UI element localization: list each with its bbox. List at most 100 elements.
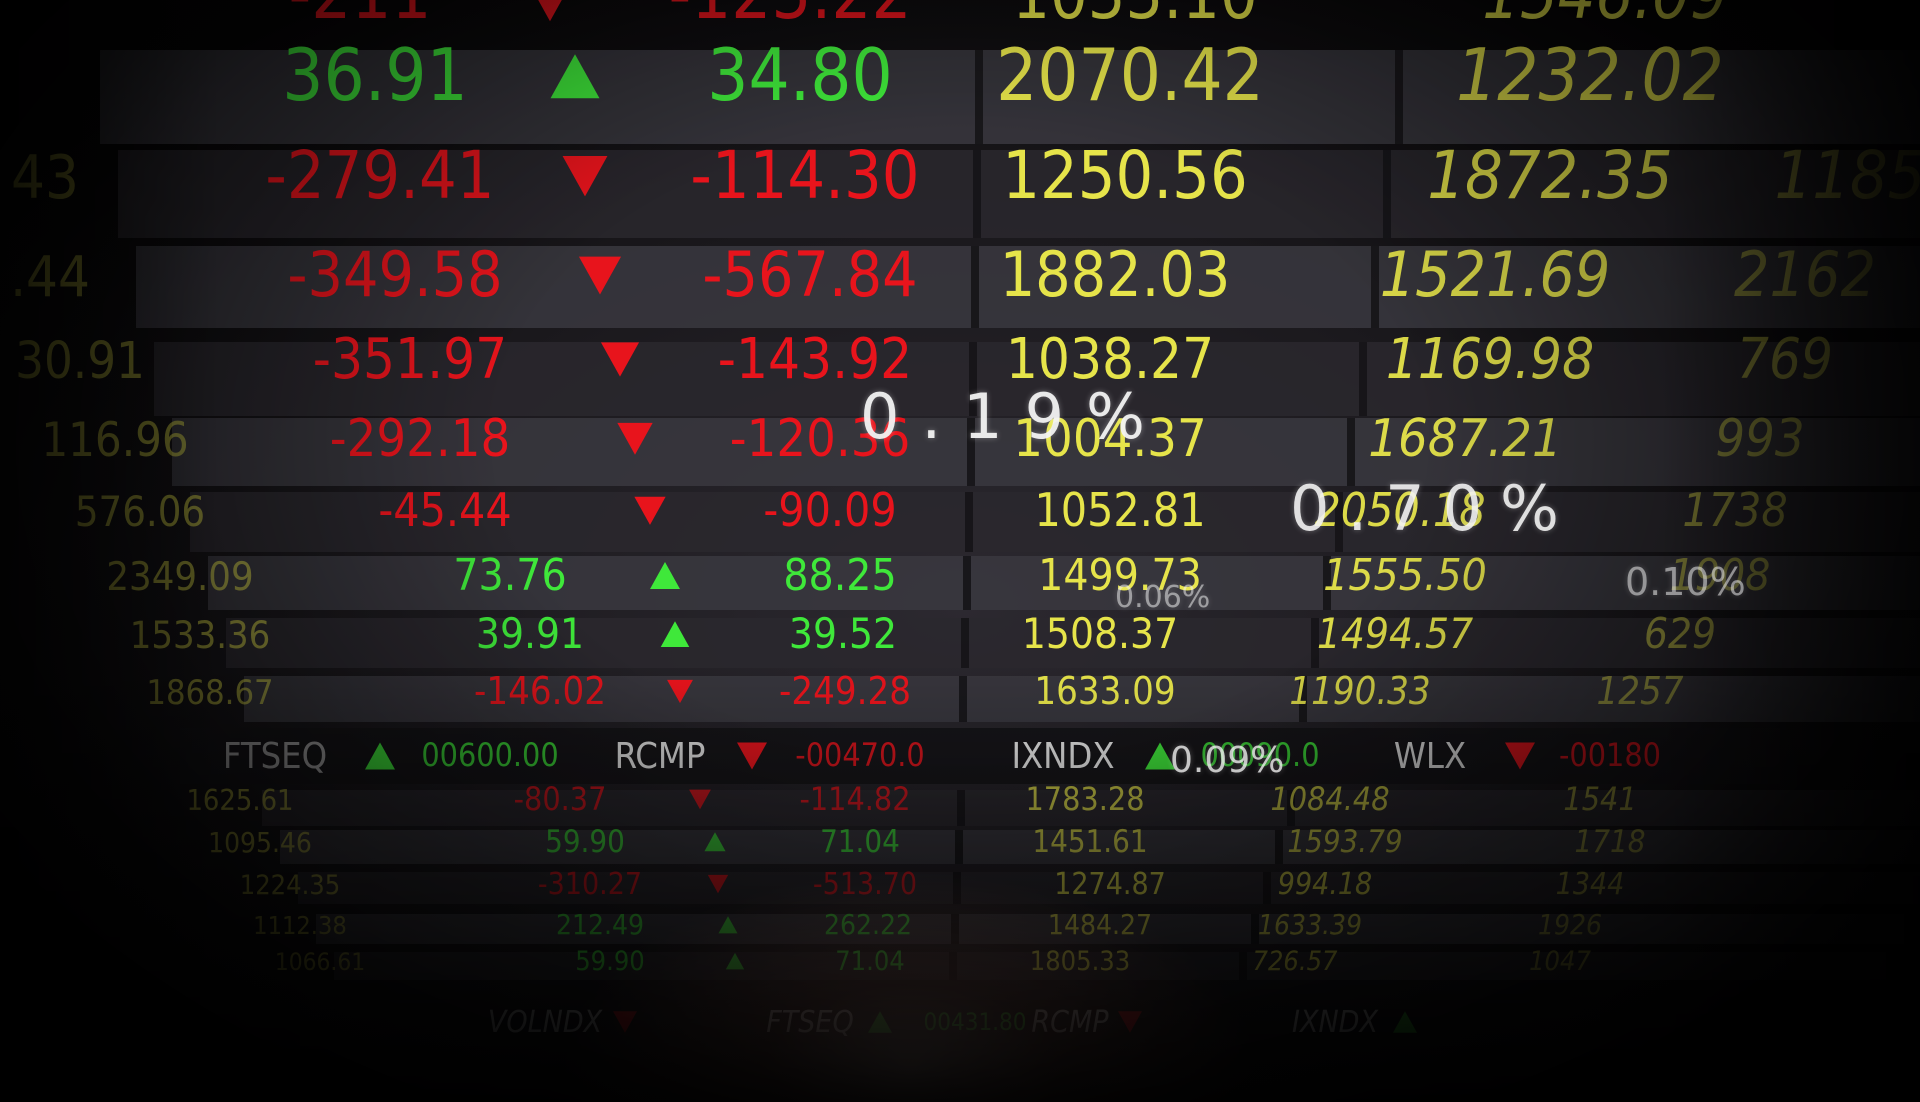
change-value: -513.70 [813, 867, 917, 902]
price-value: 2349.09 [106, 554, 253, 600]
price-value: 1882.03 [1000, 238, 1231, 311]
ticker-value: 00431.80 [924, 1008, 1027, 1036]
change-value: -114.30 [690, 137, 919, 214]
change-value: -125.22 [668, 0, 911, 35]
price-value: 1872.35 [1427, 137, 1672, 214]
price-value: 1112.38 [253, 911, 347, 940]
price-value: 726.57 [1253, 946, 1339, 977]
price-value: 576.06 [75, 488, 205, 536]
column-separator [975, 50, 983, 144]
column-separator [1359, 342, 1367, 416]
change-value: -146.02 [474, 669, 606, 713]
price-value: 1257 [1597, 669, 1684, 713]
price-value: 993 [1715, 409, 1804, 469]
change-value: 34.80 [707, 33, 892, 117]
change-value: -211 [289, 0, 432, 35]
price-value: .44 [10, 245, 90, 310]
price-value: 1633.09 [1034, 669, 1175, 713]
change-value: -114.82 [799, 780, 910, 818]
price-value: 1451.61 [1032, 824, 1147, 860]
ticker-value: -00180 [1559, 736, 1661, 774]
column-separator [1275, 830, 1283, 864]
price-value: 1169.98 [1386, 327, 1594, 392]
change-value: -80.37 [514, 780, 607, 818]
price-value: 1344 [1556, 867, 1625, 902]
price-value: 1084.48 [1270, 780, 1389, 818]
change-value: -351.97 [313, 327, 507, 392]
change-value: 59.90 [575, 946, 645, 977]
column-separator [1395, 50, 1403, 144]
down-arrow-icon [538, 0, 562, 22]
change-value: 73.76 [453, 550, 566, 601]
overlay-percent-3: 0.06% [1115, 580, 1211, 615]
column-separator [1371, 246, 1379, 328]
column-separator [959, 676, 967, 722]
column-separator [953, 872, 961, 904]
change-value: 59.90 [545, 824, 625, 860]
ticker-symbol: FTSEQ [223, 736, 327, 777]
price-value: 629 [1644, 609, 1716, 658]
column-separator [973, 150, 981, 238]
price-value: 1783.28 [1025, 780, 1144, 818]
price-value: 1926 [1538, 908, 1602, 941]
column-separator [957, 790, 965, 826]
column-separator [955, 830, 963, 864]
change-value: 262.22 [824, 908, 912, 941]
ticker-symbol: IXNDX [1011, 736, 1114, 777]
price-value: 1185 [1774, 137, 1920, 214]
column-separator [949, 952, 957, 980]
change-value: 36.91 [282, 33, 467, 117]
price-value: 1047 [1529, 946, 1591, 977]
overlay-percent-2: 0.70% [1290, 472, 1577, 545]
price-value: 1718 [1575, 824, 1646, 860]
change-value: -310.27 [538, 867, 642, 902]
change-value: -567.84 [702, 238, 917, 311]
column-separator [971, 246, 979, 328]
column-separator [951, 914, 959, 944]
price-value: 116.96 [41, 414, 188, 468]
price-value: 1274.87 [1054, 867, 1166, 902]
price-value: 1593.79 [1287, 824, 1402, 860]
price-value: 1066.61 [275, 947, 365, 976]
price-value: 1546.09 [1482, 0, 1727, 34]
ticker-value: -00470.0 [795, 736, 924, 774]
price-value: 1484.27 [1048, 908, 1152, 941]
price-value: 1541 [1563, 780, 1636, 818]
column-separator [1263, 872, 1271, 904]
ticker-symbol: VOLNDX [488, 1005, 603, 1040]
price-value: 1224.35 [240, 870, 340, 901]
change-value: 88.25 [783, 550, 896, 601]
change-value: -349.58 [287, 238, 502, 311]
price-value: 1508.37 [1022, 609, 1178, 658]
column-separator [1383, 150, 1391, 238]
price-value: 1555.50 [1323, 550, 1487, 601]
column-separator [965, 492, 973, 552]
price-value: 1868.67 [146, 673, 273, 713]
change-value: -90.09 [763, 483, 896, 537]
overlay-percent-5: 0.09% [1170, 740, 1285, 781]
change-value: 71.04 [820, 824, 900, 860]
ticker-symbol: WLX [1394, 736, 1466, 777]
ticker-band [180, 728, 1780, 784]
price-value: 1625.61 [186, 783, 293, 817]
column-separator [1239, 952, 1247, 980]
price-value: 1250.56 [1002, 137, 1247, 214]
ticker-symbol: FTSEQ [766, 1005, 853, 1040]
column-separator [963, 556, 971, 610]
change-value: 39.91 [476, 609, 584, 658]
price-value: 994.18 [1278, 867, 1372, 902]
change-value: 212.49 [556, 908, 644, 941]
column-separator [961, 618, 969, 668]
change-value: -45.44 [378, 483, 511, 537]
price-value: 769 [1737, 327, 1833, 392]
price-value: 1052.81 [1034, 483, 1205, 537]
ticker-symbol: IXNDX [1292, 1005, 1378, 1040]
price-value: 2070.42 [996, 33, 1264, 117]
price-value: 1533.36 [130, 613, 271, 657]
price-value: 1738 [1682, 483, 1787, 537]
price-value: 1494.57 [1317, 609, 1473, 658]
change-value: 71.04 [835, 946, 905, 977]
price-value: 1095.46 [208, 826, 312, 859]
overlay-percent-4: 0.10% [1625, 560, 1746, 604]
